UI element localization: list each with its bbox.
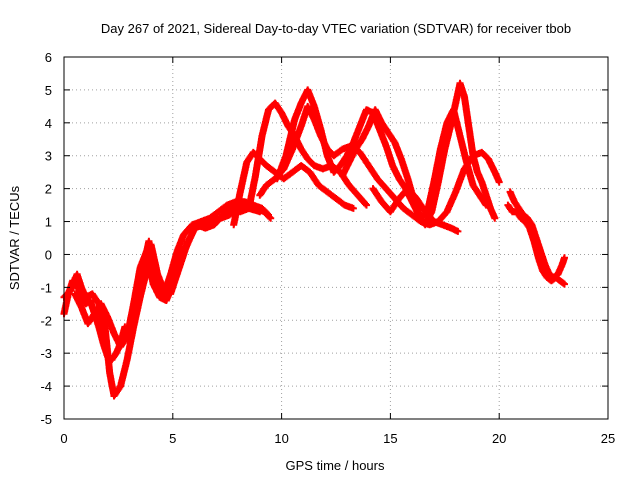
data-point [482, 201, 490, 209]
data-point [561, 254, 568, 262]
x-tick-label: 5 [169, 431, 176, 446]
axis-ticks: 0 5 10 15 20 25 -5 -4 -3 -2 -1 0 1 2 3 4 5 6 [40, 50, 615, 446]
series-arc-10 [369, 185, 462, 235]
chart-title: Day 267 of 2021, Sidereal Day-to-day VTE… [101, 21, 571, 36]
y-tick-label: -2 [40, 313, 52, 328]
x-tick-label: 25 [601, 431, 615, 446]
data-points [60, 79, 568, 400]
y-tick-label: -3 [40, 346, 52, 361]
data-point [363, 201, 370, 209]
y-tick-label: -1 [40, 280, 52, 295]
series-arc-4 [132, 198, 272, 318]
data-point [454, 227, 462, 235]
y-tick-label: 5 [45, 83, 52, 98]
y-tick-label: 0 [45, 247, 52, 262]
data-point [265, 211, 272, 219]
x-tick-label: 15 [383, 431, 397, 446]
y-tick-label: 4 [45, 116, 52, 131]
series-arc-11 [506, 188, 568, 281]
series-arc-8 [273, 79, 499, 229]
y-tick-label: -5 [40, 412, 52, 427]
y-tick-label: 2 [45, 182, 52, 197]
x-tick-label: 0 [60, 431, 67, 446]
data-point [491, 214, 499, 222]
y-tick-label: 6 [45, 50, 52, 65]
y-axis-label: SDTVAR / TECUs [7, 185, 22, 290]
series-arc-6 [245, 99, 370, 212]
data-point [349, 204, 357, 212]
x-tick-label: 10 [274, 431, 288, 446]
data-point [561, 280, 568, 288]
x-axis-label: GPS time / hours [286, 458, 385, 473]
grid [64, 57, 608, 419]
y-tick-label: -4 [40, 379, 52, 394]
y-tick-label: 1 [45, 215, 52, 230]
data-point [495, 178, 503, 186]
series-arc-12 [504, 201, 568, 288]
plot-frame [63, 56, 609, 420]
y-tick-label: 3 [45, 149, 52, 164]
x-tick-label: 20 [492, 431, 506, 446]
